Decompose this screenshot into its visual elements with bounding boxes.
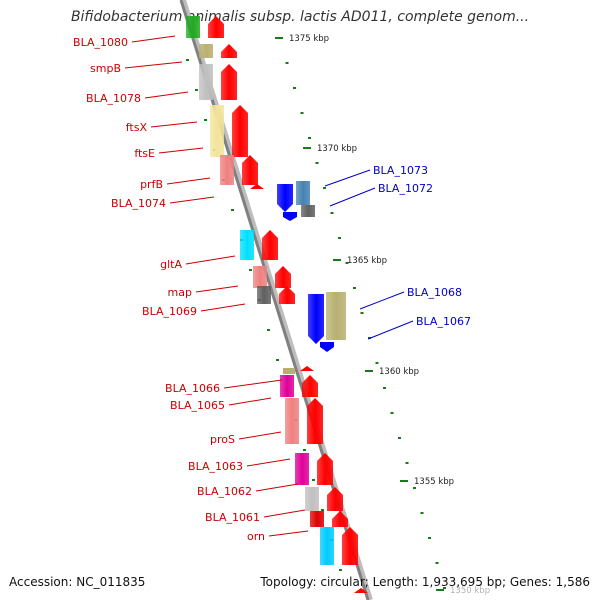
left-leader-line	[195, 285, 239, 293]
left-gene-label: proS	[210, 433, 235, 446]
right-gene-label: BLA_1073	[373, 164, 428, 177]
reverse-gene-arrow	[320, 342, 334, 352]
right-leader-line	[359, 291, 405, 310]
left-leader-line	[166, 177, 211, 185]
forward-gene-arrow	[242, 155, 258, 185]
forward-gene-arrow	[262, 230, 278, 260]
left-gene-label: orn	[247, 530, 265, 543]
left-gene-label: BLA_1080	[73, 36, 128, 49]
forward-gene-arrow	[221, 44, 237, 58]
gene-box	[310, 511, 324, 527]
reverse-gene-arrow	[283, 212, 297, 221]
left-gene-label: gltA	[160, 258, 182, 271]
forward-gene-caret	[354, 588, 368, 593]
reverse-gene-arrow	[308, 294, 324, 344]
kbp-tick-label: 1375 kbp	[289, 34, 329, 44]
left-gene-label: BLA_1066	[165, 382, 220, 395]
left-gene-label: BLA_1078	[86, 92, 141, 105]
right-leader-line	[329, 187, 376, 207]
forward-gene-arrow	[279, 286, 295, 304]
forward-gene-arrow	[232, 105, 248, 157]
gene-box	[186, 16, 200, 38]
gene-box	[253, 266, 267, 288]
gene-box	[220, 155, 234, 185]
forward-gene-arrow	[342, 527, 358, 565]
left-leader-line	[185, 255, 236, 265]
left-gene-label: BLA_1063	[188, 460, 243, 473]
reverse-gene-arrow	[277, 184, 293, 212]
right-gene-label: BLA_1072	[378, 182, 433, 195]
left-gene-label: BLA_1061	[205, 511, 260, 524]
gene-box	[210, 105, 224, 157]
forward-gene-arrow	[275, 266, 291, 288]
gene-box	[296, 181, 310, 205]
forward-gene-arrow	[221, 64, 237, 100]
left-leader-line	[223, 379, 283, 389]
left-leader-line	[228, 397, 272, 406]
left-gene-label: BLA_1074	[111, 197, 166, 210]
right-leader-line	[324, 169, 371, 187]
right-gene-label: BLA_1067	[416, 315, 471, 328]
left-leader-line	[169, 196, 215, 204]
left-leader-line	[144, 91, 189, 99]
left-gene-label: prfB	[140, 178, 163, 191]
kbp-tick-label: 1360 kbp	[379, 367, 419, 377]
left-gene-label: ftsE	[134, 147, 155, 160]
left-gene-label: smpB	[90, 62, 121, 75]
kbp-tick-label: 1370 kbp	[317, 144, 357, 154]
left-gene-label: ftsX	[126, 121, 148, 134]
right-gene-label: BLA_1068	[407, 286, 462, 299]
left-leader-line	[263, 509, 306, 518]
forward-gene-arrow	[327, 487, 343, 511]
forward-gene-arrow	[208, 16, 224, 38]
gene-box	[280, 375, 294, 397]
left-leader-line	[268, 530, 309, 537]
left-leader-line	[124, 61, 183, 69]
gene-box	[295, 453, 309, 485]
gene-box	[199, 64, 213, 100]
genome-summary-text: Topology: circular; Length: 1,933,695 bp…	[260, 575, 590, 589]
gene-box	[326, 292, 346, 340]
left-leader-line	[150, 121, 198, 128]
left-leader-line	[246, 458, 291, 467]
left-leader-line	[158, 147, 204, 154]
gene-box	[199, 44, 213, 58]
gene-box	[240, 230, 254, 260]
forward-gene-arrow	[307, 398, 323, 444]
left-leader-line	[255, 483, 299, 492]
left-leader-line	[131, 35, 176, 43]
gene-box	[285, 398, 299, 444]
forward-gene-caret	[300, 366, 314, 371]
left-gene-label: map	[168, 286, 192, 299]
forward-gene-arrow	[302, 375, 318, 397]
kbp-tick-label: 1355 kbp	[414, 477, 454, 487]
gene-box-small	[283, 368, 295, 374]
right-leader-line	[367, 320, 414, 340]
left-leader-line	[238, 431, 282, 440]
kbp-tick-label: 1350 kbp	[450, 586, 490, 596]
left-gene-label: BLA_1065	[170, 399, 225, 412]
forward-gene-arrow	[317, 453, 333, 485]
accession-text: Accession: NC_011835	[9, 575, 146, 589]
left-gene-label: BLA_1069	[142, 305, 197, 318]
left-gene-label: BLA_1062	[197, 485, 252, 498]
left-leader-line	[200, 303, 246, 312]
gene-box	[320, 527, 334, 565]
forward-gene-arrow	[332, 511, 348, 527]
gene-box	[257, 286, 271, 304]
gene-box	[305, 487, 319, 511]
forward-gene-caret	[250, 184, 264, 189]
kbp-tick-label: 1365 kbp	[347, 256, 387, 266]
gene-box	[301, 205, 315, 217]
